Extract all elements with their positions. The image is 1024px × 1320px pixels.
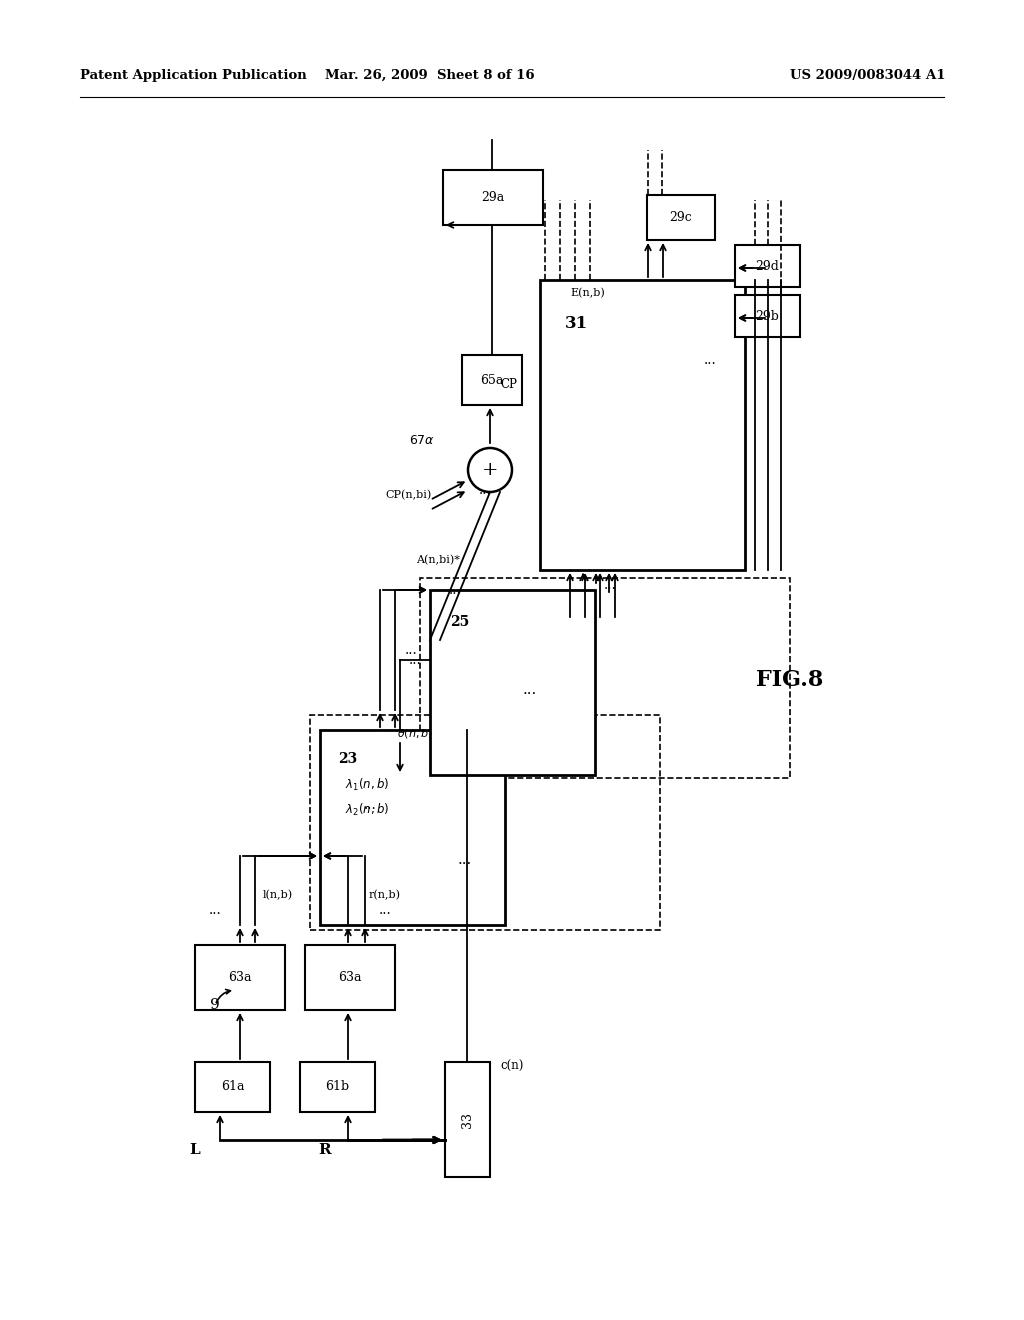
Text: r(n,b): r(n,b) (369, 890, 401, 900)
Text: R: R (318, 1143, 332, 1158)
Text: $67\alpha$: $67\alpha$ (409, 433, 435, 446)
Text: CP(n,bi): CP(n,bi) (386, 490, 432, 500)
Text: ...: ... (523, 682, 538, 697)
Text: +: + (481, 461, 499, 479)
Text: CP: CP (500, 379, 517, 392)
Text: US 2009/0083044 A1: US 2009/0083044 A1 (790, 69, 945, 82)
Bar (300, 1063, 375, 1111)
Text: 23: 23 (338, 752, 357, 766)
Text: ...: ... (603, 578, 616, 591)
Text: $\lambda_2(n,b)$: $\lambda_2(n,b)$ (345, 803, 389, 818)
Text: 63a: 63a (228, 972, 252, 983)
Text: ...: ... (478, 483, 492, 498)
Text: ...: ... (364, 799, 377, 812)
Bar (735, 294, 800, 337)
Text: ...: ... (209, 903, 221, 917)
Text: Mar. 26, 2009  Sheet 8 of 16: Mar. 26, 2009 Sheet 8 of 16 (326, 69, 535, 82)
Text: $\theta(n,b)$: $\theta(n,b)$ (396, 727, 433, 741)
Text: 33: 33 (461, 1111, 474, 1127)
Bar (445, 1063, 490, 1177)
Text: 65a: 65a (480, 374, 504, 387)
Text: c(n): c(n) (500, 1060, 523, 1073)
Text: E(n,b): E(n,b) (570, 288, 605, 298)
Bar (195, 945, 285, 1010)
Text: 63a: 63a (338, 972, 361, 983)
Bar (319, 730, 505, 925)
Bar (310, 715, 660, 931)
Text: 31: 31 (565, 315, 588, 333)
Bar (462, 355, 522, 405)
Text: 25: 25 (450, 615, 469, 630)
Bar (195, 1063, 270, 1111)
Text: ...: ... (703, 352, 717, 367)
Text: l(n,b): l(n,b) (263, 890, 293, 900)
Text: $\lambda_1(n,b)$: $\lambda_1(n,b)$ (345, 777, 389, 793)
Bar (647, 195, 715, 240)
Text: ...: ... (409, 653, 421, 667)
Text: 29c: 29c (670, 211, 692, 224)
Text: 29d: 29d (756, 260, 779, 272)
Text: 61a: 61a (221, 1081, 245, 1093)
Text: ...: ... (449, 583, 462, 597)
Text: ...: ... (406, 643, 418, 657)
Text: ...: ... (379, 903, 391, 917)
Text: 29a: 29a (481, 191, 505, 205)
Text: 9: 9 (210, 998, 220, 1012)
Text: 61b: 61b (326, 1081, 349, 1093)
Bar (305, 945, 395, 1010)
Text: L: L (189, 1143, 201, 1158)
Bar (735, 246, 800, 286)
Text: Patent Application Publication: Patent Application Publication (80, 69, 307, 82)
Bar (540, 280, 745, 570)
Bar (420, 578, 790, 777)
Text: ...: ... (458, 853, 472, 867)
Bar (430, 590, 595, 775)
Text: FIG.8: FIG.8 (757, 669, 823, 690)
Text: A(n,bi)*: A(n,bi)* (416, 554, 460, 565)
Text: 29b: 29b (756, 309, 779, 322)
Bar (443, 170, 543, 224)
